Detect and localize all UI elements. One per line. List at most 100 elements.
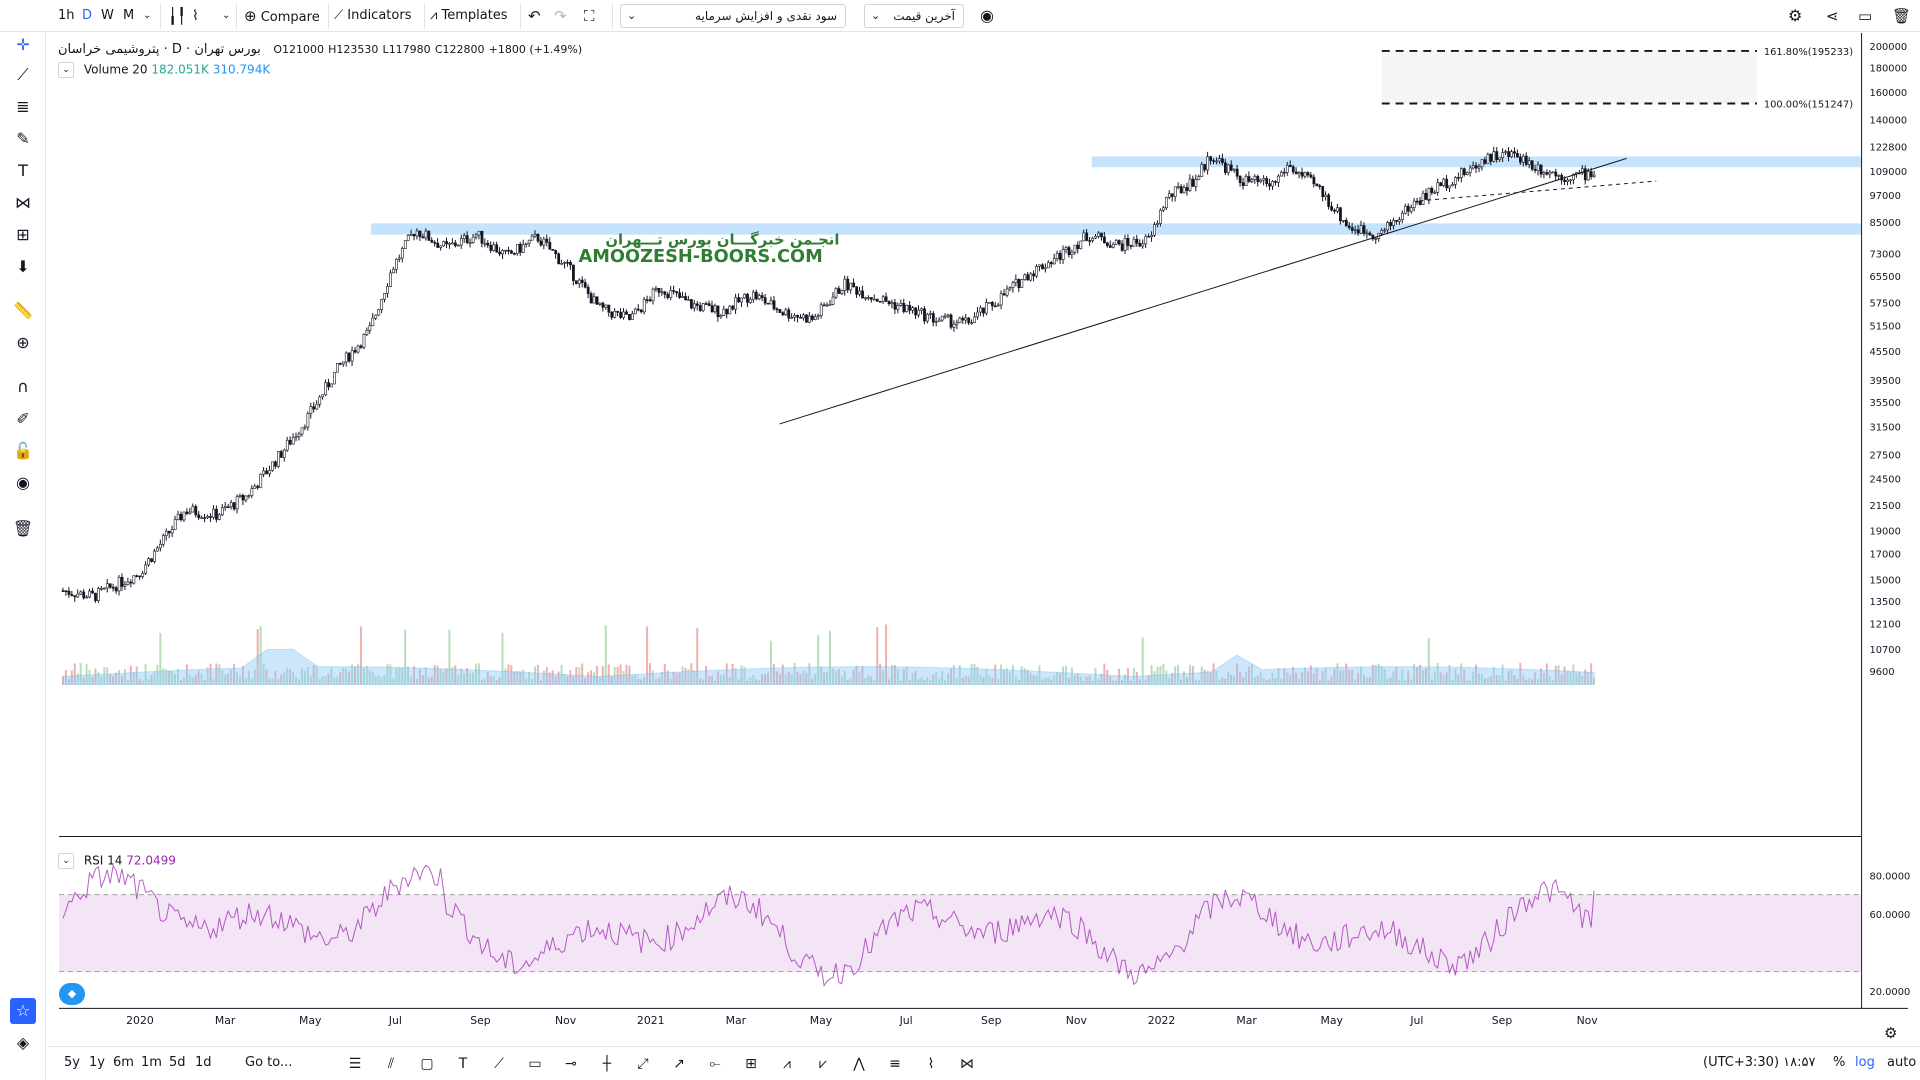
eye-icon[interactable]: ◉ xyxy=(980,6,994,25)
range-5d[interactable]: 5d xyxy=(169,1055,186,1070)
layers-icon[interactable]: ◈ xyxy=(16,1033,30,1052)
eye-icon[interactable]: ◉ xyxy=(16,473,30,492)
volume-legend[interactable]: ⌄ Volume 20 182.051K 310.794K xyxy=(58,62,270,78)
candle-body xyxy=(513,253,516,255)
indicators-button[interactable]: ⟋ Indicators xyxy=(334,8,412,23)
tv-logo-icon[interactable]: ◆ xyxy=(59,983,85,1005)
volume-bar xyxy=(1244,671,1247,685)
undo-icon[interactable]: ↶ xyxy=(528,7,541,25)
range-1d[interactable]: 1d xyxy=(195,1055,212,1070)
rectangle-tool-icon[interactable]: ▢ xyxy=(420,1056,434,1072)
line-tool-icon[interactable]: ⟋ xyxy=(494,1056,504,1072)
text-tool-icon[interactable]: T xyxy=(458,1056,468,1072)
dashed-trend-line[interactable] xyxy=(1419,180,1657,202)
candle-body xyxy=(1516,153,1519,158)
fib-extension[interactable]: 161.80%(195233) 100.00%(151247) xyxy=(1381,47,1853,111)
zoom-in-icon[interactable]: ⊕ xyxy=(16,333,30,352)
time-axis[interactable]: 2020 Mar May Jul Sep Nov 2021 Mar May Jul Sep Nov 20… xyxy=(126,1014,1598,1027)
fullscreen-icon[interactable]: ⛶ xyxy=(584,7,595,25)
arrow-down-icon[interactable]: ⬇ xyxy=(16,257,30,276)
style-dropdown-chevron-icon[interactable]: ⌄ xyxy=(222,10,231,21)
trend-lines[interactable] xyxy=(779,157,1657,425)
percent-toggle[interactable]: % xyxy=(1833,1055,1846,1070)
trash-icon[interactable]: 🗑 xyxy=(1892,7,1912,25)
range-1y[interactable]: 1y xyxy=(89,1055,105,1070)
chevron-down-icon[interactable]: ⌄ xyxy=(58,853,74,869)
range-5y[interactable]: 5y xyxy=(64,1055,80,1070)
gear-icon[interactable]: ⚙ xyxy=(1884,1024,1898,1042)
share-icon[interactable]: ⋖ xyxy=(1826,7,1839,25)
ruler-icon[interactable]: 📏 xyxy=(13,301,33,320)
snapshot-icon[interactable]: ▭ xyxy=(1858,7,1873,25)
crosshair-icon[interactable]: ✛ xyxy=(16,35,30,54)
abcd-icon[interactable]: ⩗ xyxy=(819,1056,827,1072)
volume-bar xyxy=(126,679,129,685)
goto-button[interactable]: Go to... xyxy=(245,1055,293,1070)
path-icon[interactable]: ⌇ xyxy=(927,1056,935,1072)
gear-icon[interactable]: ⚙ xyxy=(1788,6,1803,25)
price-axis[interactable]: 200000 180000 160000 140000 122800 109000 9700… xyxy=(1869,42,1907,678)
candle-body xyxy=(1032,273,1036,277)
text-tool-icon[interactable]: T xyxy=(18,161,28,180)
candle-body xyxy=(215,508,218,520)
candle-body xyxy=(1524,155,1528,165)
interval-w[interactable]: W xyxy=(101,8,114,23)
compare-button[interactable]: ⊕ Compare xyxy=(244,7,320,25)
elliott-icon[interactable]: ⋀ xyxy=(853,1056,865,1072)
price-chart[interactable]: 161.80%(195233) 100.00%(151247) 200000 180… xyxy=(47,33,1920,1033)
position-tool-icon[interactable]: ⊞ xyxy=(745,1056,757,1072)
cross-line-icon[interactable]: ┼ xyxy=(602,1056,612,1072)
brush-icon[interactable]: ✎ xyxy=(16,129,30,148)
pattern-icon[interactable]: ⋈ xyxy=(960,1056,974,1072)
chevron-down-icon[interactable]: ⌄ xyxy=(58,62,74,78)
events-select[interactable]: ⌄ سود نقدی و افزایش سرمایه xyxy=(620,4,846,28)
trash-icon[interactable]: 🗑 xyxy=(12,519,34,538)
interval-1h[interactable]: 1h xyxy=(58,8,75,23)
price-line-icon[interactable]: ⟜ xyxy=(709,1056,721,1072)
extended-line-icon[interactable]: ⤢ xyxy=(637,1056,649,1072)
interval-d[interactable]: D xyxy=(82,8,93,23)
trend-line[interactable] xyxy=(779,157,1627,425)
star-icon[interactable]: ☆ xyxy=(10,998,36,1024)
volume-bar xyxy=(829,630,831,685)
symbol-legend[interactable]: پتروشیمی خراسان · D · بورس تهران O121000… xyxy=(58,42,583,57)
volume-bar xyxy=(976,666,979,685)
rsi-legend[interactable]: ⌄ RSI 14 72.0499 xyxy=(58,853,176,869)
candle-style-icon[interactable]: ╽╿ xyxy=(168,7,187,25)
redo-icon[interactable]: ↷ xyxy=(554,7,567,25)
volume-bar xyxy=(864,678,867,685)
candle-body xyxy=(749,298,752,303)
xabcd-icon[interactable]: ⩘ xyxy=(783,1056,791,1072)
interval-m[interactable]: M xyxy=(123,8,135,23)
channel-tool-icon[interactable]: ⫽ xyxy=(387,1056,395,1072)
hline-tool-icon[interactable]: ☰ xyxy=(348,1056,362,1072)
volume-bar xyxy=(713,680,716,685)
trend-line-icon[interactable]: ⟋ xyxy=(17,65,29,84)
fib-icon[interactable]: ≡ xyxy=(889,1056,901,1072)
volume-bar xyxy=(693,670,696,685)
price-source-select[interactable]: ⌄ آخرین قیمت xyxy=(864,4,964,28)
volume-bar xyxy=(563,674,566,685)
support-zone[interactable] xyxy=(370,223,1862,235)
support-zone[interactable] xyxy=(1091,156,1862,168)
lock-icon[interactable]: 🔓 xyxy=(13,441,33,460)
candle-body xyxy=(430,240,434,243)
horizontal-ray-icon[interactable]: ⊸ xyxy=(565,1056,577,1072)
magnet-icon[interactable]: ∩ xyxy=(17,377,29,396)
range-1m[interactable]: 1m xyxy=(141,1055,162,1070)
callout-tool-icon[interactable]: ▭ xyxy=(528,1056,542,1072)
line-style-icon[interactable]: ⌇ xyxy=(192,8,199,24)
pattern-icon[interactable]: ⋈ xyxy=(15,193,31,212)
ray-icon[interactable]: ↗ xyxy=(673,1056,685,1072)
prediction-icon[interactable]: ⊞ xyxy=(16,225,30,244)
fib-tool-icon[interactable]: ≣ xyxy=(16,97,30,116)
lock-drawing-icon[interactable]: ✐ xyxy=(16,409,30,428)
log-toggle[interactable]: log xyxy=(1855,1055,1875,1070)
range-6m[interactable]: 6m xyxy=(113,1055,134,1070)
interval-dropdown-chevron-icon[interactable]: ⌄ xyxy=(143,10,152,21)
candle-body xyxy=(1203,164,1207,171)
auto-toggle[interactable]: auto xyxy=(1887,1055,1917,1070)
candle-body xyxy=(1141,243,1145,247)
templates-button[interactable]: ⩘ Templates xyxy=(430,8,508,23)
clock-time[interactable]: ۱۸:۵۷ (UTC+3:30) xyxy=(1703,1055,1816,1070)
